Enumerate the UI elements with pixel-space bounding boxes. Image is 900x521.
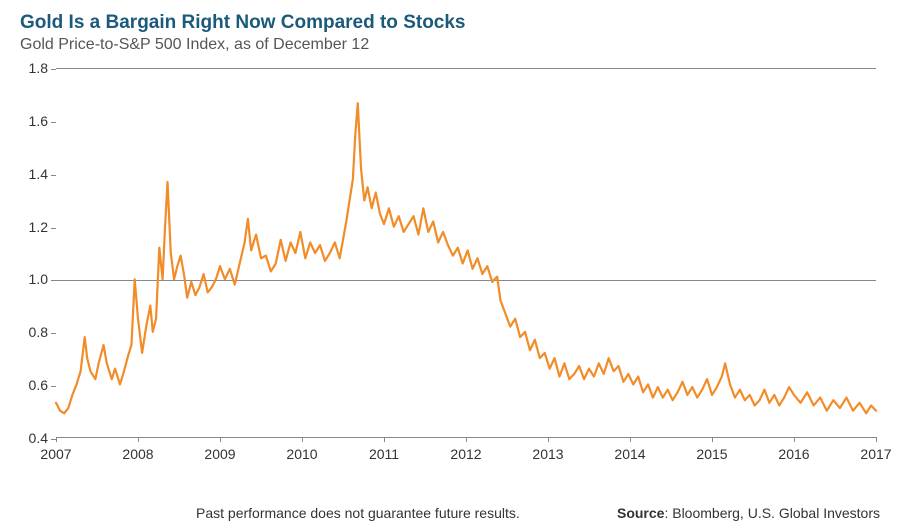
xtick-label: 2010 xyxy=(286,446,317,462)
series-path xyxy=(56,103,876,413)
source-value: : Bloomberg, U.S. Global Investors xyxy=(664,505,880,521)
chart-title: Gold Is a Bargain Right Now Compared to … xyxy=(20,12,880,34)
xtick-label: 2011 xyxy=(369,446,399,462)
ytick-label: 1.4 xyxy=(20,166,48,182)
source-label: Source xyxy=(617,505,664,521)
ytick-label: 0.4 xyxy=(20,430,48,446)
ytick-label: 0.6 xyxy=(20,377,48,393)
xtick-mark xyxy=(630,437,631,442)
disclaimer-text: Past performance does not guarantee futu… xyxy=(196,505,520,521)
xtick-mark xyxy=(56,437,57,442)
xtick-label: 2015 xyxy=(696,446,727,462)
xtick-mark xyxy=(794,437,795,442)
xtick-label: 2007 xyxy=(40,446,71,462)
xtick-mark xyxy=(876,437,877,442)
source-text: Source: Bloomberg, U.S. Global Investors xyxy=(617,505,880,521)
chart-plot-area xyxy=(56,68,876,438)
line-series xyxy=(56,69,876,437)
xtick-mark xyxy=(220,437,221,442)
ytick-label: 0.8 xyxy=(20,324,48,340)
xtick-label: 2012 xyxy=(450,446,481,462)
xtick-label: 2014 xyxy=(614,446,645,462)
xtick-label: 2016 xyxy=(778,446,809,462)
ytick-label: 1.6 xyxy=(20,113,48,129)
chart-subtitle: Gold Price-to-S&P 500 Index, as of Decem… xyxy=(20,36,880,54)
xtick-label: 2008 xyxy=(122,446,153,462)
xtick-mark xyxy=(138,437,139,442)
xtick-mark xyxy=(466,437,467,442)
ytick-mark xyxy=(51,228,56,229)
ytick-label: 1.0 xyxy=(20,271,48,287)
ytick-mark xyxy=(51,69,56,70)
ytick-label: 1.2 xyxy=(20,219,48,235)
ytick-mark xyxy=(51,122,56,123)
chart-container: 0.4 0.6 0.8 1.0 1.2 1.4 1.6 1.8 2007 2008 2009 2010… xyxy=(20,62,880,462)
ytick-mark xyxy=(51,386,56,387)
xtick-mark xyxy=(712,437,713,442)
ytick-mark xyxy=(51,280,56,281)
xtick-mark xyxy=(384,437,385,442)
ytick-mark xyxy=(51,175,56,176)
xtick-label: 2017 xyxy=(860,446,891,462)
ytick-label: 1.8 xyxy=(20,60,48,76)
xtick-mark xyxy=(302,437,303,442)
xtick-label: 2013 xyxy=(532,446,563,462)
xtick-mark xyxy=(548,437,549,442)
xtick-label: 2009 xyxy=(204,446,235,462)
ytick-mark xyxy=(51,333,56,334)
